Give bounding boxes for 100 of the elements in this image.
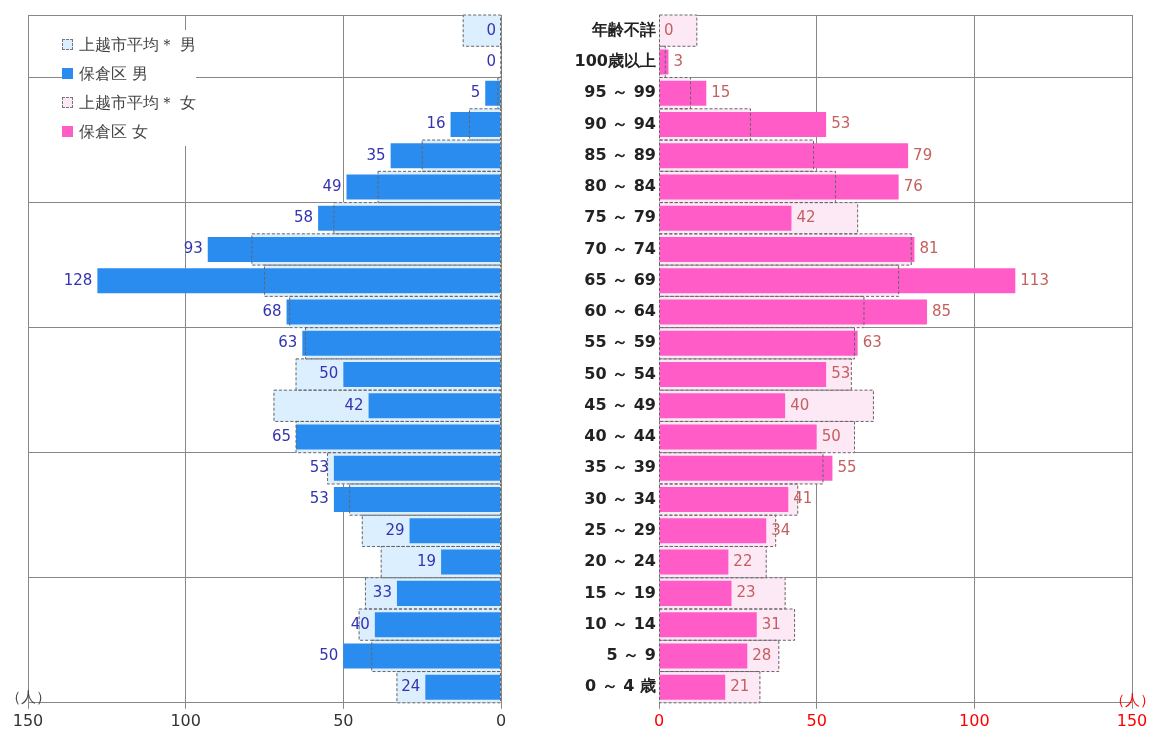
data-label: 24 <box>401 677 421 696</box>
data-label: 58 <box>294 208 314 227</box>
bar <box>374 612 501 638</box>
y-tick-label: 15 ～ 19 <box>584 582 656 602</box>
data-label: 53 <box>831 364 851 383</box>
data-label: 113 <box>1020 270 1049 289</box>
data-label: 81 <box>919 239 939 258</box>
data-label: 42 <box>796 208 816 227</box>
data-label: 33 <box>372 583 392 602</box>
y-tick-label: 90 ～ 94 <box>584 113 656 133</box>
data-label: 63 <box>278 333 298 352</box>
y-tick-label: 95 ～ 99 <box>584 82 656 102</box>
y-tick-label: 55 ～ 59 <box>584 332 656 352</box>
bar <box>343 362 501 388</box>
data-label: 35 <box>366 145 386 164</box>
data-label: 50 <box>319 364 339 383</box>
legend-label: 上越市平均＊ 男 <box>79 34 197 56</box>
data-label: 76 <box>903 176 923 195</box>
x-tick-label: 50 <box>806 710 827 730</box>
x-tick-label: 100 <box>959 710 990 730</box>
data-label: 19 <box>416 552 437 570</box>
data-label: 29 <box>385 520 405 539</box>
x-tick-label: 50 <box>333 710 354 730</box>
data-label: 49 <box>322 176 342 195</box>
legend-label: 保倉区 男 <box>79 63 149 85</box>
y-tick-label: 年齢不詳 <box>591 19 656 39</box>
bar <box>396 580 501 606</box>
data-label: 40 <box>350 614 370 633</box>
data-label: 41 <box>793 489 813 508</box>
legend-label: 上越市平均＊ 女 <box>79 92 197 114</box>
bar <box>659 518 767 544</box>
data-label: 55 <box>837 458 857 477</box>
data-label: 15 <box>711 83 731 102</box>
bar <box>390 143 501 169</box>
data-label: 0 <box>664 20 674 39</box>
y-tick-label: 25 ～ 29 <box>584 520 656 540</box>
x-tick-label: 150 <box>12 710 44 730</box>
bar <box>659 80 707 106</box>
data-label: 85 <box>932 301 952 320</box>
y-tick-label: 80 ～ 84 <box>584 176 656 196</box>
y-tick-label: 45 ～ 49 <box>584 394 656 414</box>
bar <box>659 299 928 325</box>
y-tick-label: 50 ～ 54 <box>584 363 656 383</box>
bar <box>659 580 732 606</box>
bar <box>425 674 501 700</box>
x-tick-label: 0 <box>653 710 665 730</box>
y-tick-label: 35 ～ 39 <box>584 457 656 477</box>
bar <box>659 362 827 388</box>
y-tick-label: 5 ～ 9 <box>606 645 656 665</box>
bar <box>659 268 1016 294</box>
y-tick-label: 0 ～ 4 歳 <box>585 676 656 696</box>
data-label: 22 <box>733 552 753 570</box>
bar <box>343 643 501 669</box>
bar <box>659 174 899 200</box>
data-label: 23 <box>736 583 756 602</box>
y-tick-label: 60 ～ 64 <box>584 301 656 321</box>
bar <box>318 205 501 231</box>
bar <box>659 424 817 450</box>
data-label: 50 <box>821 426 841 445</box>
bar <box>659 674 726 700</box>
data-label: 0 <box>486 51 496 70</box>
data-label: 53 <box>309 458 329 477</box>
y-tick-label: 100歳以上 <box>574 51 656 71</box>
x-tick-label: 150 <box>1116 710 1148 730</box>
data-label: 53 <box>309 489 329 508</box>
x-axis-title: （人） <box>1109 691 1155 710</box>
data-label: 40 <box>790 395 810 414</box>
legend-label: 保倉区 女 <box>79 121 149 143</box>
data-label: 63 <box>862 333 882 352</box>
y-tick-label: 30 ～ 34 <box>584 488 656 508</box>
bar <box>346 174 501 200</box>
data-label: 79 <box>913 145 933 164</box>
data-label: 34 <box>771 520 791 539</box>
data-label: 28 <box>752 645 772 664</box>
bar <box>659 612 757 638</box>
bar <box>659 643 748 669</box>
bar <box>333 487 501 513</box>
data-label: 53 <box>831 114 851 133</box>
bar <box>207 236 501 262</box>
bar <box>97 268 501 294</box>
data-label: 16 <box>426 114 446 133</box>
data-label: 0 <box>486 20 496 39</box>
y-tick-label: 10 ～ 14 <box>584 613 656 633</box>
bar <box>659 455 833 481</box>
x-tick-label: 100 <box>170 710 201 730</box>
data-label: 42 <box>344 395 364 414</box>
bar <box>450 111 501 137</box>
bar <box>409 518 501 544</box>
data-label: 31 <box>761 614 781 633</box>
bar <box>659 487 789 513</box>
y-tick-label: 20 ～ 24 <box>584 551 656 571</box>
bar <box>659 393 786 419</box>
bar <box>659 205 792 231</box>
data-label: 5 <box>470 83 481 102</box>
bar <box>659 549 729 575</box>
y-tick-label: 75 ～ 79 <box>584 207 656 227</box>
y-tick-label: 65 ～ 69 <box>584 269 656 289</box>
bar <box>659 143 909 169</box>
bar <box>485 80 501 106</box>
x-tick-label: 0 <box>495 710 507 730</box>
